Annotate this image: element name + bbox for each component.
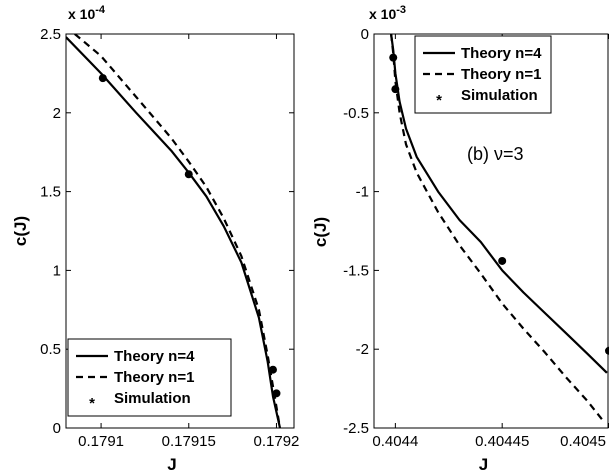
y-tick-label: 0 xyxy=(53,420,61,437)
y-tick-label: 2.5 xyxy=(40,26,61,43)
y-tick-label: -1 xyxy=(356,184,369,201)
y-tick-label: -1.5 xyxy=(343,262,369,279)
simulation-point xyxy=(391,85,400,94)
theory-n4-line xyxy=(390,34,608,374)
legend-marker-star: * xyxy=(89,395,95,412)
y-exponent-label: x 10-3 xyxy=(369,4,406,22)
x-tick-label: 0.4045 xyxy=(560,433,606,450)
legend-entry-label: Theory n=1 xyxy=(114,369,194,386)
theory-n1-line xyxy=(390,34,604,421)
legend-entry-label: Theory n=1 xyxy=(461,66,541,83)
y-tick-label: 1 xyxy=(53,262,61,279)
x-tick-label: 0.1791 xyxy=(78,433,124,450)
panel-label: (b) ν=3 xyxy=(467,144,524,164)
y-tick-label: -0.5 xyxy=(343,105,369,122)
y-tick-label: -2.5 xyxy=(343,420,369,437)
x-axis-label: J xyxy=(167,455,176,472)
y-exponent-power: -4 xyxy=(95,4,106,16)
series-group xyxy=(66,34,282,428)
panel-a: 0.1791 0.17915 0.1792 0 0.5 1 1.5 2 2.5 x 10-4 Jc(… xyxy=(11,4,299,472)
legend-entry-label: Theory n=4 xyxy=(114,348,195,365)
x-tick-label: 0.17915 xyxy=(162,433,216,450)
theory-n4-line xyxy=(66,36,282,428)
legend-entry-label: Simulation xyxy=(461,87,538,104)
legend: Theory n=4 Theory n=1 * Simulation xyxy=(414,35,552,114)
simulation-point xyxy=(498,256,507,265)
x-axis-label: J xyxy=(479,455,488,472)
y-axis-label: c(J) xyxy=(311,217,330,247)
simulation-point xyxy=(98,74,107,83)
simulation-point xyxy=(268,365,277,374)
simulation-point xyxy=(272,389,281,398)
y-tick-label: -2 xyxy=(356,341,369,358)
plot-frame xyxy=(373,33,609,429)
y-tick-label: 2 xyxy=(53,105,61,122)
legend-marker-star: * xyxy=(436,92,442,109)
y-tick-label: 0 xyxy=(361,26,369,43)
x-tick-label: 0.1792 xyxy=(254,433,300,450)
legend: Theory n=4 Theory n=1 * Simulation xyxy=(67,338,232,417)
legend-entry-label: Simulation xyxy=(114,390,191,407)
legend-box xyxy=(67,338,232,417)
theory-n1-line xyxy=(74,34,282,428)
simulation-point xyxy=(605,346,609,355)
simulation-point xyxy=(389,53,398,62)
simulation-point xyxy=(184,170,193,179)
y-axis-label: c(J) xyxy=(11,216,30,246)
y-tick-label: 0.5 xyxy=(40,341,61,358)
legend-entry-label: Theory n=4 xyxy=(461,45,542,62)
x-tick-label: 0.4044 xyxy=(372,433,418,450)
y-exponent-label: x 10-4 xyxy=(68,4,106,22)
series-group xyxy=(390,34,608,421)
plot-frame xyxy=(65,33,295,429)
x-tick-label: 0.40445 xyxy=(475,433,529,450)
y-exponent-power: -3 xyxy=(396,4,406,16)
y-tick-label: 1.5 xyxy=(40,184,61,201)
panel-b: 0.4044 0.40445 0.4045 0 -0.5 -1 -1.5 -2 -2.5 x 10… xyxy=(311,4,609,472)
